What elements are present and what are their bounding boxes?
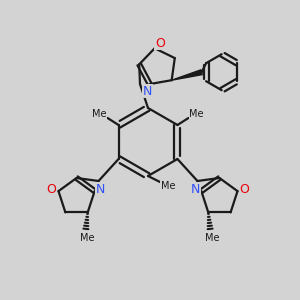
Text: Me: Me [80, 233, 95, 243]
Text: N: N [96, 183, 105, 196]
Text: N: N [191, 183, 200, 196]
Text: N: N [143, 85, 152, 98]
Text: O: O [240, 183, 250, 196]
Text: Me: Me [189, 109, 204, 119]
Text: Me: Me [161, 181, 175, 191]
Text: O: O [155, 37, 165, 50]
Polygon shape [172, 70, 202, 80]
Text: Me: Me [205, 233, 220, 243]
Text: Me: Me [92, 109, 107, 119]
Text: O: O [46, 183, 56, 196]
